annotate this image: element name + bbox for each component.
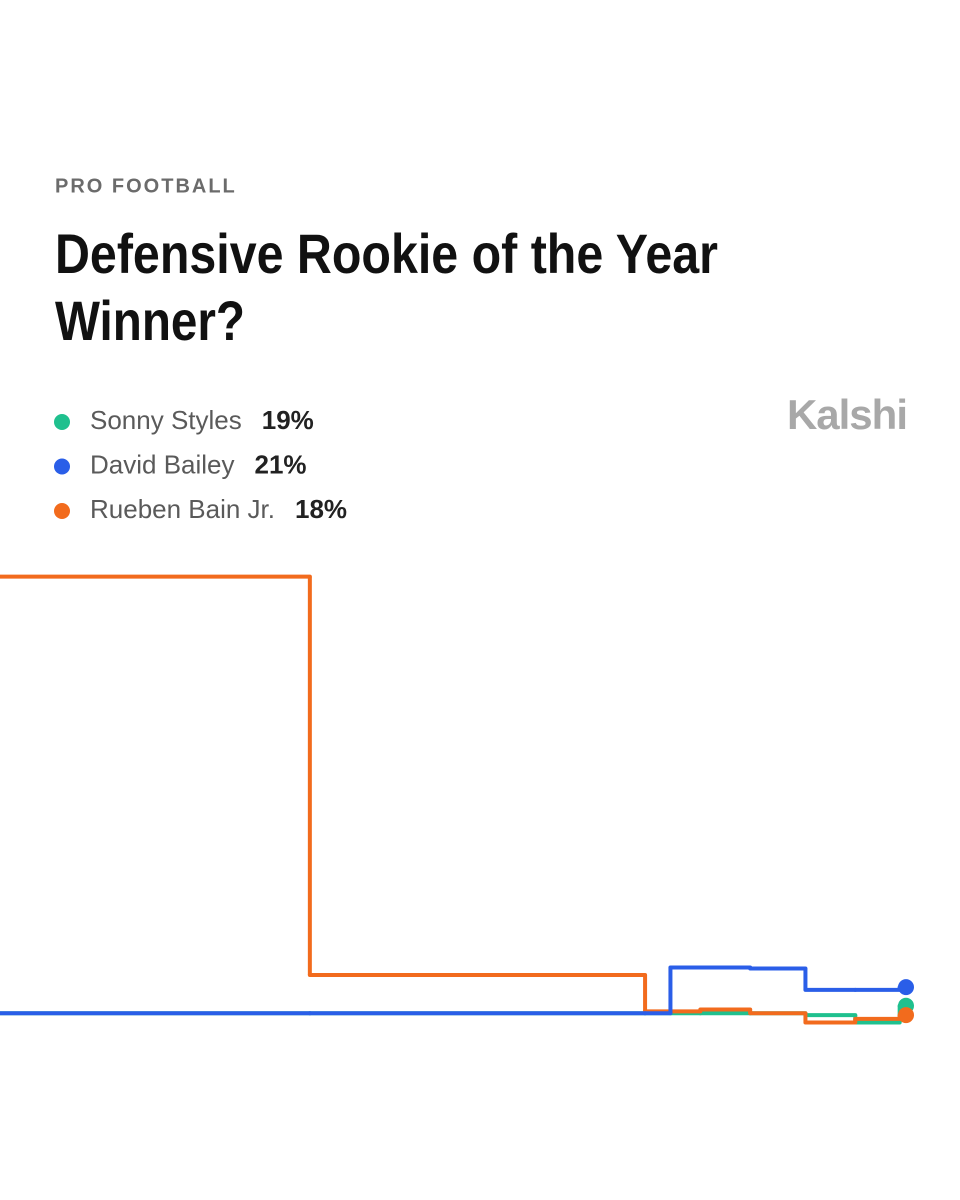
legend-value: 19% bbox=[262, 405, 314, 435]
series-line bbox=[0, 574, 908, 1025]
legend-value: 21% bbox=[255, 449, 307, 479]
end-dot bbox=[898, 979, 914, 996]
legend-swatch bbox=[54, 414, 70, 430]
end-dot bbox=[898, 1007, 914, 1024]
legend-value: 18% bbox=[295, 494, 347, 524]
brand-logo: Kalshi bbox=[787, 391, 907, 438]
legend-label: David Bailey bbox=[90, 449, 235, 479]
chart-title: Winner? bbox=[55, 289, 245, 352]
legend-swatch bbox=[54, 458, 70, 475]
kicker: PRO FOOTBALL bbox=[55, 175, 237, 197]
legend-swatch bbox=[54, 503, 70, 519]
chart-title: Defensive Rookie of the Year bbox=[55, 222, 718, 285]
legend-label: Sonny Styles bbox=[90, 405, 242, 435]
legend-label: Rueben Bain Jr. bbox=[90, 494, 275, 524]
